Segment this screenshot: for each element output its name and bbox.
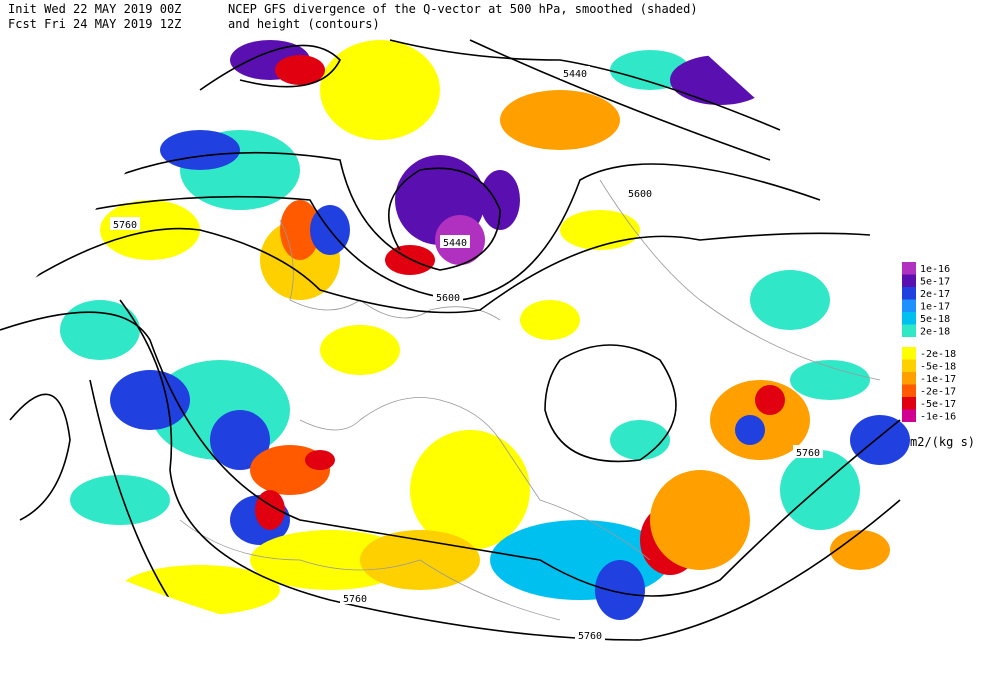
contour-label-bg xyxy=(340,591,370,604)
colorbar-swatch xyxy=(902,372,916,385)
colorbar-swatch xyxy=(902,274,916,287)
colorbar-swatch xyxy=(902,299,916,312)
colorbar-swatch xyxy=(902,324,916,337)
contour-label-bg xyxy=(575,628,605,641)
shading-cell xyxy=(480,170,520,230)
colorbar-label: 2e-17 xyxy=(920,289,950,300)
contour-label: 5760 xyxy=(578,631,602,642)
colorbar-swatch xyxy=(902,384,916,397)
contour-label: 5600 xyxy=(436,293,460,304)
shading-cell xyxy=(280,200,320,260)
contour-label-bg xyxy=(433,290,463,303)
init-time: Init Wed 22 MAY 2019 00Z xyxy=(8,2,181,16)
colorbar-label: 5e-17 xyxy=(920,277,950,288)
colorbar-label: -1e-16 xyxy=(920,412,956,423)
shading-cell xyxy=(100,200,200,260)
shading-cell xyxy=(275,55,325,85)
contour-label-bg xyxy=(625,186,655,199)
shading-cell xyxy=(410,430,530,550)
shading-cell xyxy=(670,55,770,105)
shading-cell xyxy=(755,385,785,415)
contour-label: 5600 xyxy=(628,189,652,200)
shading-cell xyxy=(60,300,140,360)
colorbar-swatch xyxy=(902,287,916,300)
contour-label: 5760 xyxy=(113,220,137,231)
colorbar-label: -5e-18 xyxy=(920,362,956,373)
colorbar-label: -2e-17 xyxy=(920,387,956,398)
contour-label-bg xyxy=(793,445,823,458)
contour-label-bg xyxy=(440,235,470,248)
contour-label-bg xyxy=(110,217,140,230)
colorbar-swatch xyxy=(902,359,916,372)
colorbar-label: 1e-16 xyxy=(920,264,950,275)
contour-label-bg xyxy=(560,66,590,79)
shading-cell xyxy=(500,90,620,150)
forecast-time: Fcst Fri 24 MAY 2019 12Z xyxy=(8,17,181,31)
colorbar-label: -1e-17 xyxy=(920,374,956,385)
shading-cell xyxy=(385,245,435,275)
contour-labels: 5440 5600 5760 5440 5600 5760 5760 5760 xyxy=(110,66,823,642)
height-contours xyxy=(0,39,901,641)
contour-label: 5760 xyxy=(343,594,367,605)
colorbar-label: 5e-18 xyxy=(920,314,950,325)
shading-cell xyxy=(305,450,335,470)
colorbar-label: -2e-18 xyxy=(920,349,956,360)
colorbar-label: 1e-17 xyxy=(920,302,950,313)
colorbar-swatch xyxy=(902,312,916,325)
shading-cell xyxy=(735,415,765,445)
shading-cell xyxy=(560,210,640,250)
shading-cell xyxy=(610,420,670,460)
colorbar-label: -5e-17 xyxy=(920,399,956,410)
title: NCEP GFS divergence of the Q-vector at 5… xyxy=(228,2,698,16)
shading-cell xyxy=(255,490,285,530)
contour-label: 5760 xyxy=(796,448,820,459)
shading-cell xyxy=(160,130,240,170)
shading-cell xyxy=(320,325,400,375)
shading-cell xyxy=(790,360,870,400)
shading-cell xyxy=(520,300,580,340)
shading-cell xyxy=(650,470,750,570)
colorbar-swatch xyxy=(902,409,916,422)
colorbar-label: 2e-18 xyxy=(920,327,950,338)
shading-cell xyxy=(210,410,270,470)
shading-cell xyxy=(595,560,645,620)
shading-cell xyxy=(70,475,170,525)
shading-cell xyxy=(830,530,890,570)
contour-label: 5440 xyxy=(443,238,467,249)
shading-cell xyxy=(850,415,910,465)
shading-cell xyxy=(110,370,190,430)
contour-label: 5440 xyxy=(563,69,587,80)
subtitle: and height (contours) xyxy=(228,17,380,31)
colorbar-unit: m2/(kg s) xyxy=(910,435,975,449)
colorbar-swatch xyxy=(902,397,916,410)
shading-cell xyxy=(750,270,830,330)
colorbar-swatch xyxy=(902,347,916,360)
shading-cell xyxy=(320,40,440,140)
colorbar-swatch xyxy=(902,262,916,275)
